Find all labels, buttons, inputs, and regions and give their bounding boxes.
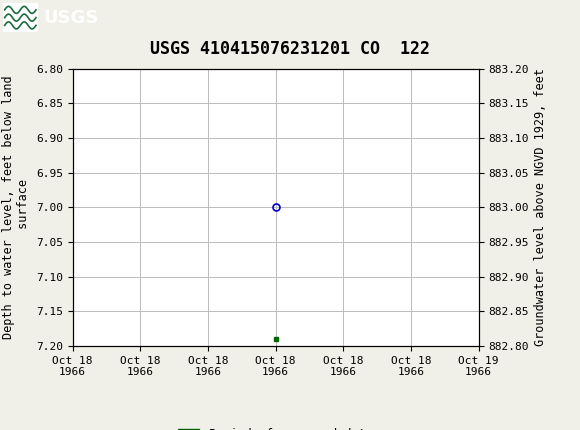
Y-axis label: Groundwater level above NGVD 1929, feet: Groundwater level above NGVD 1929, feet xyxy=(534,68,548,347)
Text: USGS: USGS xyxy=(44,9,99,27)
Y-axis label: Depth to water level, feet below land
 surface: Depth to water level, feet below land su… xyxy=(2,76,30,339)
FancyBboxPatch shape xyxy=(3,3,38,32)
Text: USGS 410415076231201 CO  122: USGS 410415076231201 CO 122 xyxy=(150,40,430,58)
Legend: Period of approved data: Period of approved data xyxy=(173,423,378,430)
